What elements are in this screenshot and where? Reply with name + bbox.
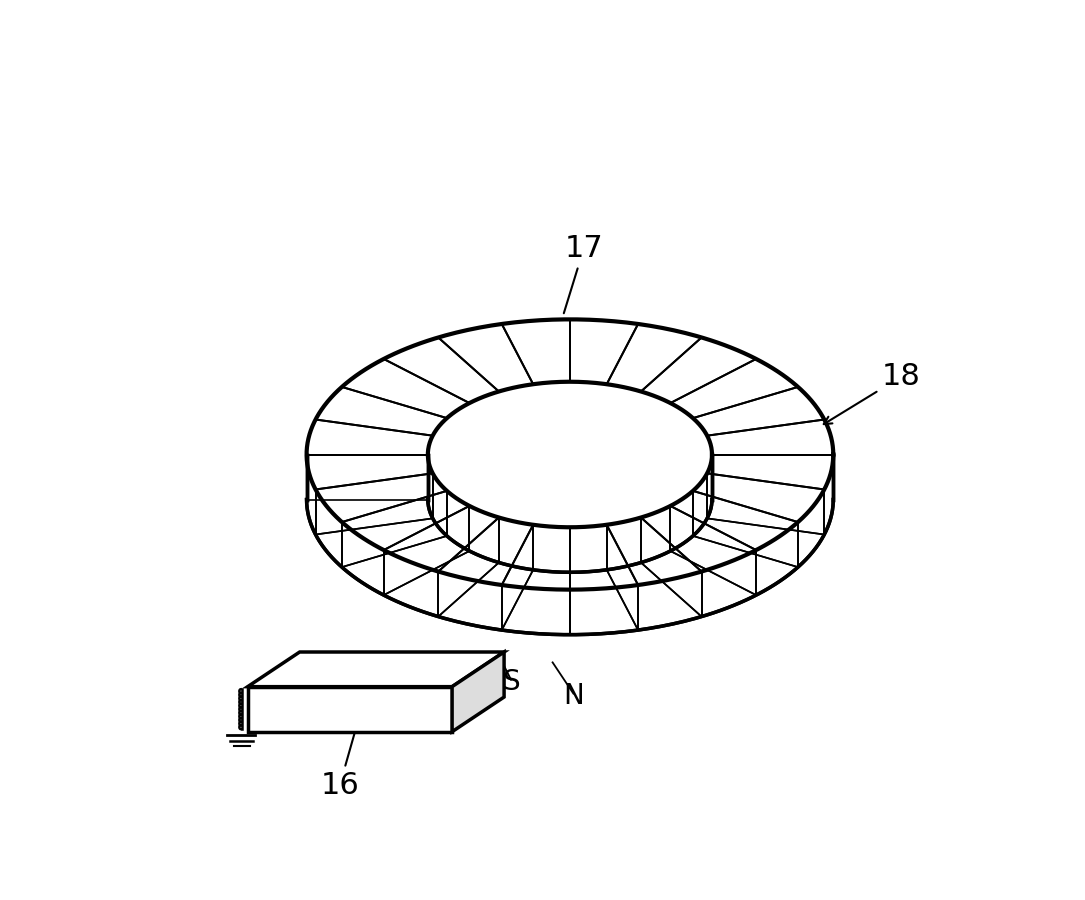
Text: 16: 16 xyxy=(320,718,360,800)
Polygon shape xyxy=(307,454,833,634)
Text: S: S xyxy=(502,668,520,696)
Polygon shape xyxy=(427,382,712,527)
Text: 18: 18 xyxy=(824,362,921,424)
Polygon shape xyxy=(247,652,505,687)
Polygon shape xyxy=(247,687,452,732)
Text: 17: 17 xyxy=(564,234,603,313)
Text: N: N xyxy=(563,682,584,710)
Polygon shape xyxy=(307,320,833,590)
Polygon shape xyxy=(427,454,712,572)
Polygon shape xyxy=(452,652,505,732)
